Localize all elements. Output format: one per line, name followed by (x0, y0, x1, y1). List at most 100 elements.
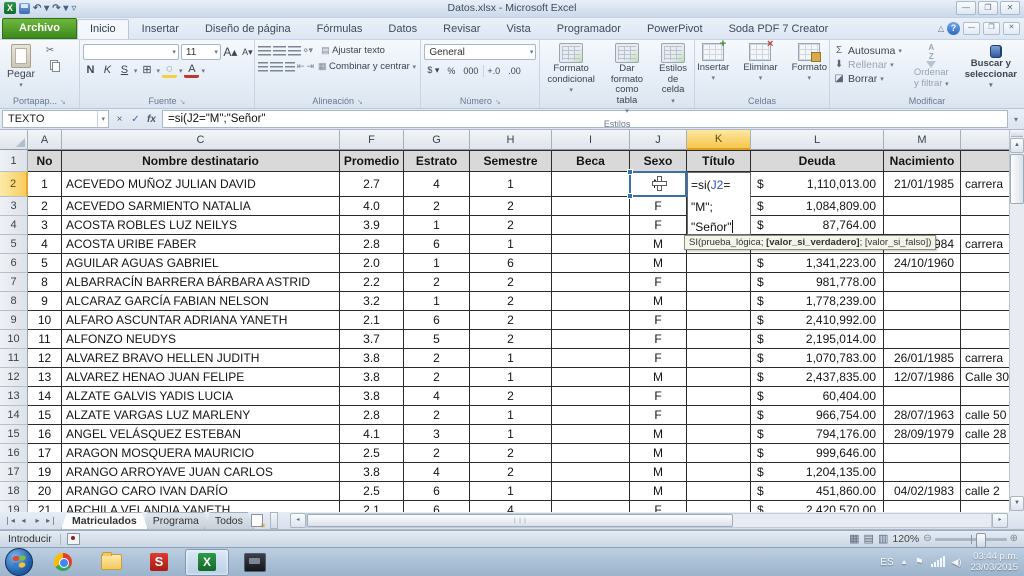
horizontal-scroll-thumb[interactable]: ❘❘❘ (306, 514, 734, 528)
cell-F16[interactable]: 2.5 (340, 444, 404, 464)
doc-close-button[interactable]: ✕ (1003, 21, 1020, 35)
cell-H12[interactable]: 1 (470, 368, 552, 388)
cell-L4[interactable]: $87,764.00 (751, 216, 884, 236)
cell-N14[interactable]: calle 50 (961, 406, 1010, 426)
cell-J3[interactable]: F (630, 197, 687, 217)
cell-H6[interactable]: 6 (470, 254, 552, 274)
tab-datos[interactable]: Datos (388, 23, 418, 36)
select-all-corner[interactable] (0, 130, 28, 151)
cell-F7[interactable]: 2.2 (340, 273, 404, 293)
cell-A10[interactable]: 11 (28, 330, 62, 350)
shrink-font-button[interactable]: A▾ (242, 46, 253, 57)
cell-C3[interactable]: ACEVEDO SARMIENTO NATALIA (62, 197, 340, 217)
cell-C14[interactable]: ALZATE VARGAS LUZ MARLENY (62, 406, 340, 426)
vertical-scroll-thumb[interactable] (1010, 154, 1024, 205)
font-name-combo[interactable]: ▾ (82, 44, 179, 61)
cell-M7[interactable] (884, 273, 961, 293)
underline-button[interactable]: S (120, 64, 129, 77)
cell-styles-button[interactable]: Estilos de celda ▾ (655, 42, 691, 108)
scroll-left-icon[interactable]: ◂ (289, 513, 306, 529)
column-header-J[interactable]: J (630, 130, 687, 151)
page-break-view-icon[interactable]: ▥ (877, 532, 889, 545)
borders-button[interactable]: ⊞ (142, 64, 152, 77)
tab-powerpivot[interactable]: PowerPivot (646, 23, 703, 36)
row-header-14[interactable]: 14 (0, 406, 28, 426)
cell-M13[interactable] (884, 387, 961, 407)
cell-M12[interactable]: 12/07/1986 (884, 368, 961, 388)
tab-programador[interactable]: Programador (556, 23, 621, 36)
cell-J11[interactable]: F (630, 349, 687, 369)
font-color-button[interactable]: A (184, 63, 200, 79)
cell-I17[interactable] (552, 463, 630, 483)
row-header-18[interactable]: 18 (0, 482, 28, 502)
cell-F4[interactable]: 3.9 (340, 216, 404, 236)
cell-I11[interactable] (552, 349, 630, 369)
prev-sheet-icon[interactable]: ◂ (21, 516, 26, 526)
cell-C6[interactable]: AGUILAR AGUAS GABRIEL (62, 254, 340, 274)
cell-I13[interactable] (552, 387, 630, 407)
tab-diseño-de-página[interactable]: Diseño de página (204, 23, 291, 36)
chevron-down-icon[interactable]: ▾ (97, 111, 108, 128)
decrease-decimal-button[interactable]: .00 (508, 65, 521, 76)
cell-L17[interactable]: $1,204,135.00 (751, 463, 884, 483)
tab-archivo[interactable]: Archivo (2, 18, 77, 40)
cell-H14[interactable]: 1 (470, 406, 552, 426)
insert-function-button[interactable]: fx (147, 113, 156, 125)
align-top-button[interactable] (257, 46, 271, 58)
header-cell-H[interactable]: Semestre (470, 150, 552, 173)
cell-F10[interactable]: 3.7 (340, 330, 404, 350)
cell-M16[interactable] (884, 444, 961, 464)
row-header-17[interactable]: 17 (0, 463, 28, 483)
language-indicator[interactable]: ES (880, 556, 894, 568)
first-sheet-icon[interactable]: ❘◂ (4, 516, 15, 526)
clock[interactable]: 03:44 p.m. 23/03/2015 (970, 551, 1024, 573)
cell-N2[interactable]: carrera (961, 172, 1010, 198)
cell-M5[interactable]: 984 (884, 235, 961, 255)
cell-M15[interactable]: 28/09/1979 (884, 425, 961, 445)
dialog-launcher-icon[interactable]: ↘ (494, 99, 501, 107)
align-middle-button[interactable] (272, 46, 286, 58)
cell-N5[interactable]: carrera (961, 235, 1010, 255)
qat-customize-icon[interactable]: ▿ (71, 2, 77, 14)
cell-K15[interactable] (687, 425, 751, 445)
normal-view-icon[interactable]: ▦ (849, 532, 860, 545)
cell-N7[interactable] (961, 273, 1010, 293)
cell-K8[interactable] (687, 292, 751, 312)
cell-K12[interactable] (687, 368, 751, 388)
cell-N11[interactable]: carrera (961, 349, 1010, 369)
header-cell-A[interactable]: No (28, 150, 62, 173)
cell-J10[interactable]: F (630, 330, 687, 350)
conditional-formatting-button[interactable]: Formato condicional ▾ (543, 42, 599, 97)
row-header-15[interactable]: 15 (0, 425, 28, 445)
clear-button[interactable]: ◪ Borrar ▾ (834, 72, 884, 85)
column-header-L[interactable]: L (751, 130, 884, 151)
cell-edit-overlay[interactable]: =si(J2= "M"; "Señor" (687, 172, 751, 236)
spreadsheet-grid[interactable]: A C F G H I J K L M 1 No Nombre destinatario Promedio… (0, 130, 1024, 513)
minimize-ribbon-icon[interactable]: △ (937, 23, 944, 33)
macro-record-icon[interactable] (66, 533, 80, 546)
help-icon[interactable]: ? (947, 21, 960, 35)
cell-M8[interactable] (884, 292, 961, 312)
undo-icon[interactable]: ↶ ▾ (33, 2, 50, 14)
cell-F5[interactable]: 2.8 (340, 235, 404, 255)
restore-button[interactable]: ❐ (978, 1, 998, 16)
row-header-16[interactable]: 16 (0, 444, 28, 464)
cell-A11[interactable]: 12 (28, 349, 62, 369)
cell-G12[interactable]: 2 (404, 368, 470, 388)
cell-H4[interactable]: 2 (470, 216, 552, 236)
cell-M10[interactable] (884, 330, 961, 350)
cell-L18[interactable]: $451,860.00 (751, 482, 884, 502)
cell-G14[interactable]: 2 (404, 406, 470, 426)
cell-A17[interactable]: 19 (28, 463, 62, 483)
format-cells-button[interactable]: Formato ▾ (788, 42, 831, 85)
row-header-6[interactable]: 6 (0, 254, 28, 274)
cell-M3[interactable] (884, 197, 961, 217)
cell-F9[interactable]: 2.1 (340, 311, 404, 331)
column-header-C[interactable]: C (62, 130, 340, 151)
cell-K10[interactable] (687, 330, 751, 350)
sheet-tab-programa[interactable]: Programa (142, 512, 210, 529)
sheet-tab-todos[interactable]: Todos (204, 512, 254, 529)
column-header-F[interactable]: F (340, 130, 404, 151)
cell-H7[interactable]: 2 (470, 273, 552, 293)
